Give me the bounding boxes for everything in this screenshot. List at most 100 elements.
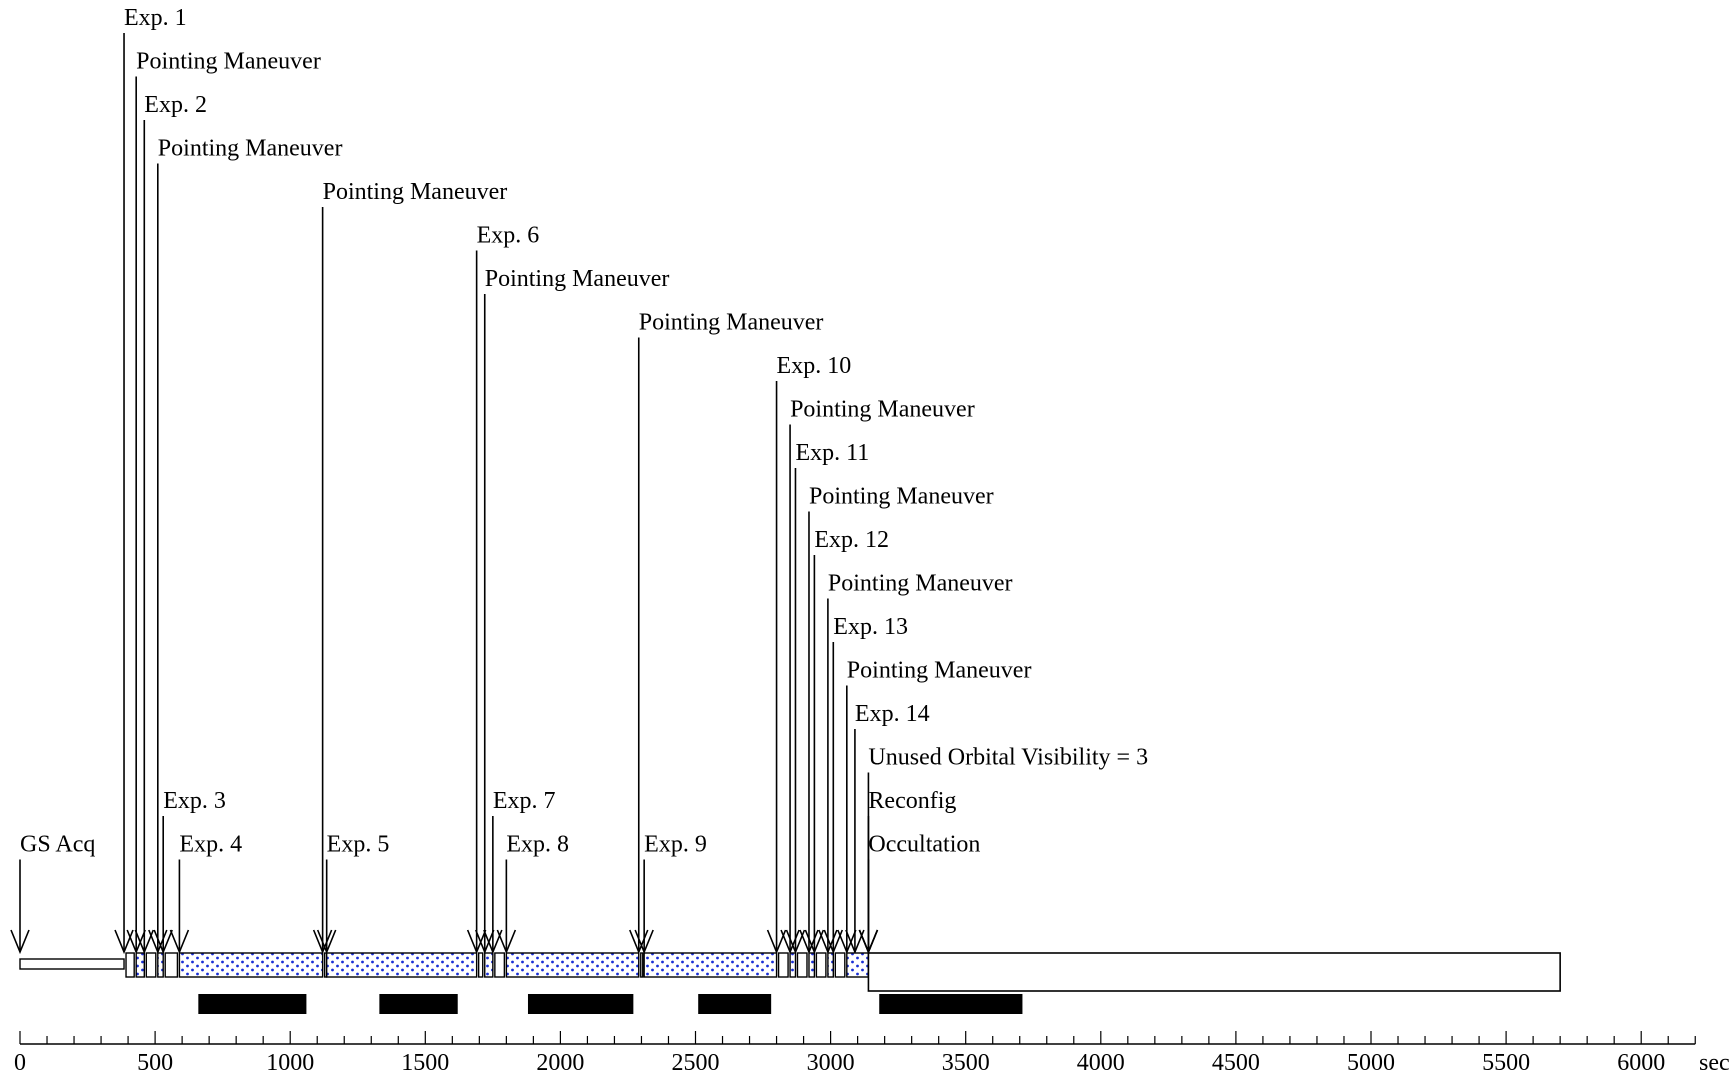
event-marker: Pointing Maneuver (148, 136, 343, 955)
event-label: Pointing Maneuver (847, 658, 1032, 684)
event-marker: Pointing Maneuver (837, 658, 1032, 955)
tick-label: 3500 (942, 1050, 990, 1074)
event-marker: Exp. 5 (316, 832, 389, 955)
tick-label: 1500 (401, 1050, 449, 1074)
bar-segment-exposure (505, 952, 640, 978)
bar-segment-exposure (808, 952, 816, 978)
bar-segment-maneuver (145, 952, 157, 978)
bar-segment-maneuver (125, 952, 135, 978)
arrowhead-icon (134, 929, 155, 955)
occultation-bar (527, 994, 634, 1014)
arrowhead-icon (153, 929, 173, 955)
arrowhead-icon (837, 929, 857, 955)
bar-segment-exposure (325, 952, 478, 978)
event-label: Exp. 13 (833, 614, 908, 640)
arrowhead-icon (845, 929, 865, 955)
event-marker: Exp. 4 (169, 832, 242, 955)
event-marker: Unused Orbital Visibility = 3 (858, 745, 1148, 955)
event-label: Exp. 4 (179, 832, 242, 858)
event-marker: Reconfig (858, 788, 956, 955)
bar-segment-maneuver (640, 952, 644, 978)
bar-segment-maneuver (494, 952, 506, 978)
event-label: Pointing Maneuver (809, 484, 994, 510)
event-marker: Exp. 12 (804, 527, 889, 955)
arrowhead-icon (483, 929, 503, 955)
event-marker: Pointing Maneuver (475, 266, 670, 955)
arrowhead-icon (126, 929, 146, 955)
arrowhead-icon (475, 929, 495, 955)
event-label: Pointing Maneuver (639, 310, 824, 336)
event-marker: Exp. 8 (496, 832, 569, 955)
event-label: Exp. 7 (493, 788, 556, 814)
arrowhead-icon (10, 929, 30, 955)
event-label: Exp. 6 (477, 223, 540, 249)
axis-unit-label: sec (1699, 1050, 1730, 1074)
event-label: Exp. 11 (795, 440, 869, 466)
time-axis: 0 500 1000 1500 2000 2500 3000 3500 4000 4500 5000… (14, 1031, 1730, 1074)
bar-segment-exposure (157, 952, 164, 978)
bar-segment-exposure (135, 952, 145, 978)
arrowhead-icon (312, 929, 333, 955)
event-label: Pointing Maneuver (323, 179, 508, 205)
event-label: Pointing Maneuver (136, 49, 321, 75)
arrowhead-icon (785, 929, 806, 955)
event-marker: Pointing Maneuver (818, 571, 1013, 955)
arrowhead-icon (466, 929, 487, 955)
arrowhead-icon (766, 929, 787, 955)
event-label: Exp. 14 (855, 701, 930, 727)
bar-segment-maneuver (477, 952, 484, 978)
event-marker: Occultation (858, 832, 980, 955)
event-marker: Pointing Maneuver (312, 179, 508, 955)
bar-segment-maneuver (164, 952, 179, 978)
occultation-bar (198, 994, 307, 1014)
event-label: Pointing Maneuver (158, 136, 343, 162)
event-marker: Exp. 3 (153, 788, 226, 955)
event-marker: Exp. 14 (845, 701, 930, 955)
event-label: Pointing Maneuver (485, 266, 670, 292)
arrowhead-icon (496, 929, 517, 955)
bar-segment-maneuver (777, 952, 789, 978)
event-marker: Exp. 1 (114, 5, 187, 955)
event-marker: GS Acq (10, 832, 95, 955)
tick-label: 1000 (266, 1050, 314, 1074)
arrowhead-icon (858, 929, 879, 955)
event-marker: Pointing Maneuver (629, 310, 824, 955)
tick-label: 0 (14, 1050, 26, 1074)
occultation-bar (698, 994, 772, 1014)
event-marker: Exp. 10 (766, 353, 852, 955)
event-label: GS Acq (20, 832, 95, 858)
event-marker: Exp. 6 (466, 223, 540, 955)
event-label: Exp. 12 (814, 527, 889, 553)
tick-label: 3000 (807, 1050, 855, 1074)
tick-label: 4500 (1212, 1050, 1260, 1074)
bar-segment-exposure (827, 952, 835, 978)
arrowhead-icon (169, 929, 190, 955)
bar-segment-exposure (484, 952, 494, 978)
bar-segment-exposure (643, 952, 778, 978)
event-marker: Pointing Maneuver (799, 484, 994, 955)
event-marker: Pointing Maneuver (126, 49, 321, 955)
event-label: Occultation (868, 832, 980, 858)
event-marker: Exp. 13 (823, 614, 908, 955)
bar-segment-unused (867, 952, 1561, 992)
tick-label: 2500 (672, 1050, 720, 1074)
bar-segment-exposure (789, 952, 797, 978)
event-label: Exp. 3 (163, 788, 226, 814)
arrowhead-icon (804, 929, 825, 955)
tick-label: 5000 (1347, 1050, 1395, 1074)
bar-segment-maneuver (796, 952, 808, 978)
event-label: Exp. 2 (144, 92, 207, 118)
event-marker: Exp. 7 (483, 788, 556, 955)
tick-label: 6000 (1617, 1050, 1665, 1074)
occultation-bar (379, 994, 458, 1014)
event-label: Exp. 9 (644, 832, 707, 858)
bar-segment-maneuver (815, 952, 827, 978)
event-marker: Pointing Maneuver (780, 397, 975, 955)
arrowhead-icon (634, 929, 654, 955)
event-label: Exp. 10 (777, 353, 852, 379)
tick-label: 4000 (1077, 1050, 1125, 1074)
event-label: Unused Orbital Visibility = 3 (868, 745, 1148, 771)
tick-label: 500 (137, 1050, 173, 1074)
bar-segment-maneuver (834, 952, 846, 978)
